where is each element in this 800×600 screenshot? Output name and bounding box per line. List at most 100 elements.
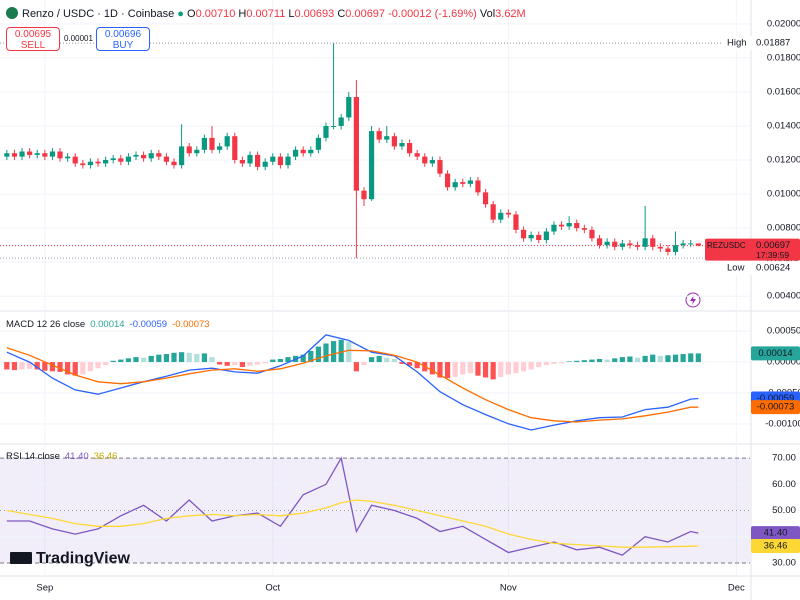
y-tick-label: 0.01400	[767, 120, 800, 131]
ohlc-key: L	[288, 8, 295, 20]
low-tag-value: 0.00624	[756, 263, 790, 274]
histogram-bar	[179, 352, 185, 363]
buy-button[interactable]: 0.00696 BUY	[96, 27, 150, 51]
candle-body	[634, 245, 641, 247]
legend-value: -0.00059	[130, 319, 168, 330]
histogram-bar	[414, 362, 420, 369]
high-tag-bg	[723, 36, 800, 51]
candle-body	[574, 223, 580, 229]
y-tick-label: 0.01600	[767, 86, 800, 97]
indicator-line	[6, 334, 699, 431]
candle-body	[688, 243, 694, 245]
histogram-bar	[619, 357, 625, 363]
histogram-bar	[49, 362, 56, 372]
last-price-value: 0.00697	[756, 240, 790, 251]
candle-body	[543, 231, 549, 241]
histogram-bar	[650, 354, 656, 363]
sell-label: SELL	[20, 40, 46, 51]
histogram-bar	[634, 357, 641, 363]
candle-body	[110, 158, 116, 161]
high-tag-value: 0.01887	[756, 38, 790, 49]
candle-body	[695, 243, 701, 246]
histogram-bar	[262, 362, 268, 364]
histogram-bar	[125, 358, 132, 363]
x-tick-label: Nov	[500, 583, 517, 594]
ohlc-value: 0.00711	[246, 8, 286, 20]
candle-body	[209, 137, 215, 150]
legend-value: -0.00073	[172, 319, 210, 330]
symbol-logo	[6, 7, 18, 19]
legend-value: 41.40	[65, 451, 89, 462]
x-tick-label: Dec	[728, 583, 745, 594]
candle-body	[596, 238, 603, 246]
ohlc-value: 0.00710	[195, 8, 236, 20]
last-price-symbol: REZUSDC	[707, 241, 746, 250]
histogram-bar	[384, 357, 390, 363]
candle-body	[482, 192, 489, 205]
volume-value: 3.62M	[495, 8, 526, 20]
histogram-bar	[148, 355, 154, 363]
candle-body	[551, 224, 557, 232]
candle-body	[452, 182, 458, 188]
histogram-bar	[429, 362, 435, 375]
y-tick-label: 0.00400	[767, 291, 800, 302]
ohlc-key: C	[337, 8, 346, 20]
candle-body	[353, 97, 359, 191]
line-tag-bg	[751, 526, 800, 541]
alert-icon[interactable]	[685, 292, 701, 308]
brand-mark	[10, 552, 32, 564]
histogram-bar	[27, 362, 33, 369]
histogram-bar	[330, 341, 337, 363]
histogram-bar	[513, 362, 519, 374]
candle-body	[163, 156, 170, 162]
histogram-bar	[239, 362, 246, 367]
spread: 0.00001	[64, 34, 93, 43]
histogram-bar	[475, 362, 481, 376]
histogram-bar	[300, 354, 306, 363]
histogram-bar	[186, 352, 192, 363]
candle-body	[292, 149, 299, 157]
pane-legend: RSI 14 close 41.40 36.46	[6, 451, 117, 462]
histogram-bar	[95, 362, 101, 369]
candle-body	[65, 156, 71, 159]
histogram-bar	[308, 350, 314, 363]
candle-body	[80, 163, 86, 166]
histogram-bar	[376, 355, 382, 363]
candle-body	[467, 180, 473, 184]
candle-body	[444, 173, 451, 188]
histogram-bar	[57, 362, 63, 372]
candle-body	[72, 156, 78, 164]
histogram-bar	[399, 362, 405, 364]
candle-body	[604, 241, 610, 246]
candle-body	[118, 158, 124, 162]
histogram-bar	[338, 339, 344, 363]
candle-body	[49, 151, 56, 157]
histogram-bar	[19, 362, 25, 370]
histogram-bar	[528, 362, 534, 370]
candle-body	[148, 153, 154, 159]
histogram-bar	[277, 358, 283, 363]
histogram-bar	[596, 358, 603, 363]
histogram-bar	[163, 354, 170, 363]
candle-body	[498, 212, 504, 220]
histogram-bar	[680, 354, 686, 363]
candle-body	[642, 238, 648, 247]
y-tick-label: 60.00	[772, 479, 796, 490]
histogram-bar	[543, 362, 549, 366]
y-tick-label: 70.00	[772, 453, 796, 464]
histogram-bar	[688, 353, 694, 363]
buy-price: 0.00696	[104, 29, 142, 40]
histogram-bar	[118, 359, 124, 363]
y-tick-label: 0.01000	[767, 189, 800, 200]
histogram-bar	[498, 362, 504, 377]
sell-price: 0.00695	[14, 29, 52, 40]
sell-button[interactable]: 0.00695 SELL	[6, 27, 60, 51]
candle-body	[262, 161, 268, 167]
ohlc-value: 0.00693	[294, 8, 335, 20]
change-value: -0.00012 (-1.69%)	[388, 8, 477, 20]
candle-body	[475, 180, 481, 193]
